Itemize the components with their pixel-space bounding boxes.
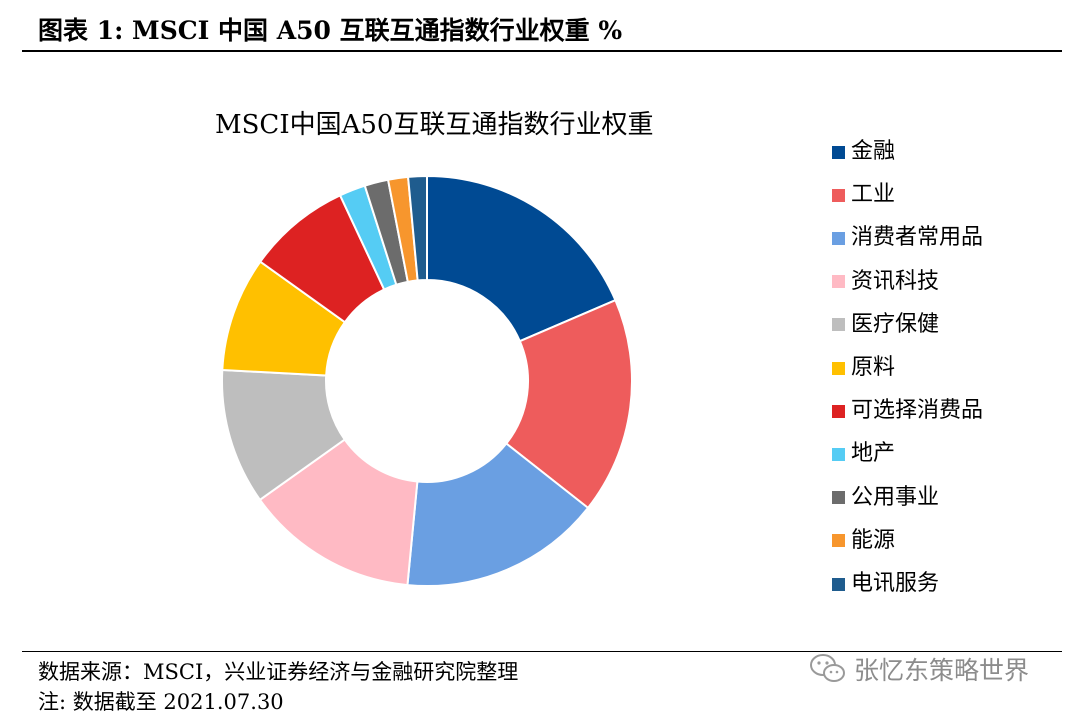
- legend-label: 可选择消费品: [851, 398, 984, 424]
- legend-item: 公用事业: [832, 483, 939, 513]
- legend-item: 消费者常用品: [832, 223, 983, 253]
- legend-item: 金融: [832, 137, 895, 167]
- figure-title: 图表 1: MSCI 中国 A50 互联互通指数行业权重 %: [38, 16, 623, 45]
- legend-label: 原料: [851, 355, 896, 380]
- data-source: 数据来源：MSCI，兴业证券经济与金融研究院整理: [38, 660, 519, 684]
- legend-swatch: [832, 275, 845, 289]
- legend-swatch: [832, 534, 845, 548]
- figure-header: 图表 1: MSCI 中国 A50 互联互通指数行业权重 %: [22, 14, 1062, 52]
- legend-label: 消费者常用品: [851, 225, 984, 251]
- figure-footer: 数据来源：MSCI，兴业证券经济与金融研究院整理 注: 数据截至 2021.07…: [22, 651, 1062, 714]
- legend-swatch: [832, 577, 845, 591]
- legend-label: 金融: [851, 139, 896, 164]
- wechat-icon: [810, 654, 845, 682]
- donut-slice-3: [406, 442, 590, 587]
- watermark: 张忆东策略世界: [808, 651, 1029, 687]
- legend-label: 电讯服务: [851, 571, 940, 596]
- legend-swatch: [832, 231, 845, 245]
- legend-item: 能源: [832, 526, 895, 556]
- donut-slice-1: [426, 174, 617, 343]
- legend-swatch: [832, 404, 845, 418]
- legend-swatch: [832, 447, 845, 461]
- legend-swatch: [832, 361, 845, 375]
- donut-chart: [221, 174, 633, 587]
- data-note: 注: 数据截至 2021.07.30: [38, 690, 284, 714]
- legend-item: 工业: [832, 180, 895, 210]
- watermark-text: 张忆东策略世界: [854, 656, 1030, 685]
- legend-label: 公用事业: [851, 484, 940, 510]
- donut-slice-2: [504, 298, 633, 510]
- legend-label: 资讯科技: [851, 268, 940, 294]
- legend-swatch: [832, 491, 845, 505]
- chart-title: MSCI中国A50互联互通指数行业权重: [215, 110, 654, 140]
- legend-label: 能源: [851, 527, 896, 553]
- legend-label: 医疗保健: [851, 311, 940, 337]
- legend-item: 医疗保健: [832, 310, 939, 340]
- legend-item: 电讯服务: [832, 569, 939, 599]
- legend-label: 地产: [851, 441, 896, 467]
- legend-item: 原料: [832, 353, 895, 383]
- legend-item: 可选择消费品: [832, 396, 983, 426]
- legend-swatch: [832, 145, 845, 159]
- legend-label: 工业: [851, 182, 896, 208]
- legend-swatch: [832, 318, 845, 332]
- donut-slice-11: [406, 174, 428, 282]
- legend-item: 资讯科技: [832, 267, 939, 297]
- legend-item: 地产: [832, 439, 895, 469]
- legend-swatch: [832, 188, 845, 202]
